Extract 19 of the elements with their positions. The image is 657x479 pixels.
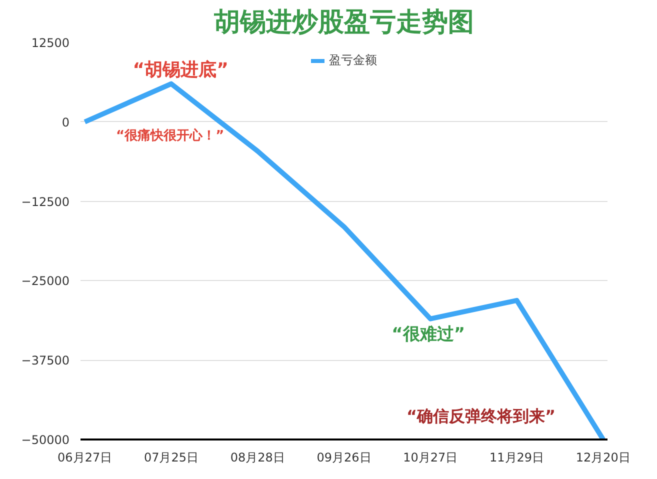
chart-title: 胡锡进炒股盈亏走势图 <box>213 8 474 38</box>
y-tick-label: −25000 <box>21 274 70 288</box>
x-tick-label: 09月26日 <box>316 450 372 464</box>
y-tick-label: 0 <box>62 115 70 130</box>
x-tick-label: 12月20日 <box>576 450 630 464</box>
annotation: “很难过” <box>392 324 466 344</box>
x-tick-label: 08月28日 <box>230 450 285 464</box>
y-tick-label: −37500 <box>21 354 70 368</box>
x-tick-label: 06月27日 <box>58 450 112 464</box>
x-tick-label: 07月25日 <box>144 450 198 464</box>
y-tick-label: 12500 <box>31 36 70 50</box>
annotation: “确信反弹终将到来” <box>406 406 556 426</box>
annotation: “很痛快很开心！” <box>116 128 224 144</box>
x-tick-label: 11月29日 <box>490 450 544 464</box>
legend-label: 盈亏金额 <box>329 52 377 69</box>
x-tick-label: 10月27日 <box>403 450 458 464</box>
y-tick-label: −12500 <box>21 194 70 209</box>
annotation: “胡锡进底” <box>132 59 228 80</box>
y-tick-label: −50000 <box>21 433 70 447</box>
